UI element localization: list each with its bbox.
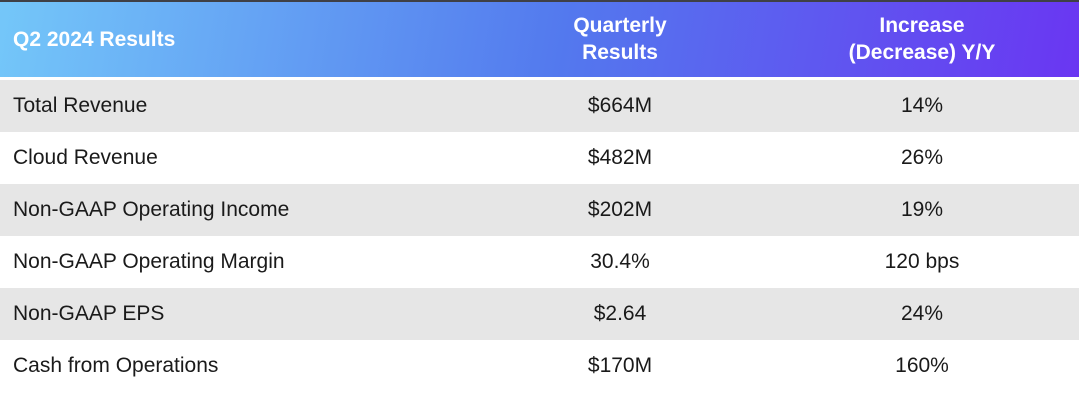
yoy-value-cell: 24% (900, 302, 944, 325)
yoy-value-cell: 26% (900, 146, 944, 169)
table-title: Q2 2024 Results (13, 27, 176, 51)
table-row-non-gaap-eps: Non-GAAP EPS $2.64 24% (0, 288, 1079, 340)
quarterly-value-cell: 30.4% (590, 250, 650, 273)
quarterly-value-cell: $202M (587, 198, 653, 221)
metric-label-cell: Total Revenue (13, 94, 148, 117)
metric-label-cell: Cloud Revenue (13, 146, 158, 169)
yoy-value-cell: 14% (900, 94, 944, 117)
table-row-cash-from-operations: Cash from Operations $170M 160% (0, 340, 1079, 392)
table-header-row: Q2 2024 Results Quarterly Results Increa… (0, 0, 1079, 77)
quarterly-value-cell: $170M (587, 354, 653, 377)
table-row-cloud-revenue: Cloud Revenue $482M 26% (0, 132, 1079, 184)
quarterly-value-cell: $482M (587, 146, 653, 169)
table-row-non-gaap-operating-income: Non-GAAP Operating Income $202M 19% (0, 184, 1079, 236)
metric-label-cell: Non-GAAP EPS (13, 302, 165, 325)
quarterly-value-cell: $2.64 (593, 302, 647, 325)
yoy-value-cell: 19% (900, 198, 944, 221)
increase-yoy-header-label: Increase (Decrease) Y/Y (848, 14, 996, 64)
yoy-value-cell: 120 bps (884, 250, 960, 273)
header-cell-title: Q2 2024 Results (0, 26, 475, 53)
table-row-non-gaap-operating-margin: Non-GAAP Operating Margin 30.4% 120 bps (0, 236, 1079, 288)
results-table: Q2 2024 Results Quarterly Results Increa… (0, 0, 1079, 392)
metric-label-cell: Non-GAAP Operating Income (13, 198, 290, 221)
metric-label-cell: Cash from Operations (13, 354, 219, 377)
table-body: Total Revenue $664M 14% Cloud Revenue $4… (0, 80, 1079, 392)
header-cell-quarterly-results: Quarterly Results (475, 13, 765, 66)
header-cell-increase-yoy: Increase (Decrease) Y/Y (765, 13, 1079, 66)
quarterly-value-cell: $664M (587, 94, 653, 117)
table-row-total-revenue: Total Revenue $664M 14% (0, 80, 1079, 132)
quarterly-results-header-label: Quarterly Results (573, 14, 667, 64)
metric-label-cell: Non-GAAP Operating Margin (13, 250, 285, 273)
yoy-value-cell: 160% (895, 354, 949, 377)
